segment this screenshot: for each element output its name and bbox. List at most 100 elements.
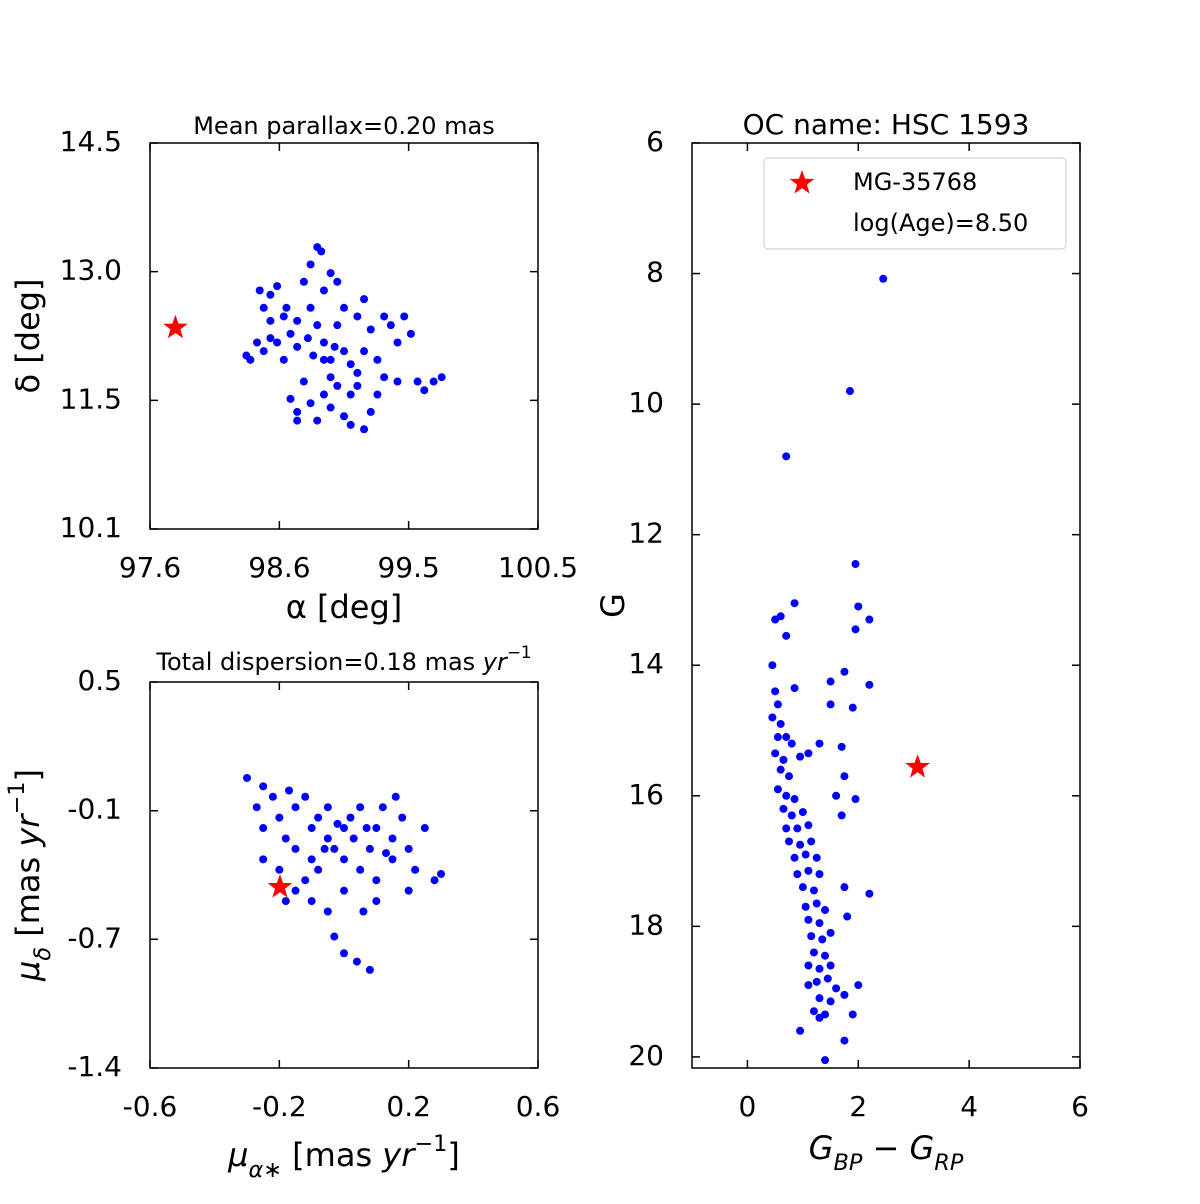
x-tick-label: 6 <box>1071 1090 1089 1123</box>
y-tick-label: 16 <box>628 778 664 811</box>
point <box>851 560 860 569</box>
point <box>879 274 888 283</box>
y-tick-label: 13.0 <box>60 254 122 287</box>
point <box>801 850 810 859</box>
point <box>303 334 312 343</box>
point <box>826 700 835 709</box>
point <box>821 906 830 915</box>
point <box>809 948 818 957</box>
point <box>306 399 315 408</box>
point <box>790 795 799 804</box>
point <box>286 329 295 338</box>
y-tick-label: 10.1 <box>60 511 122 544</box>
point <box>826 677 835 686</box>
point <box>398 813 407 822</box>
x-tick-label: -0.6 <box>123 1090 178 1123</box>
point <box>815 964 824 973</box>
plot-frame <box>691 142 1081 1069</box>
point <box>807 837 816 846</box>
point <box>307 824 316 833</box>
label-part: −1 <box>507 642 532 662</box>
x-axis-label: μα∗ [mas yr−1] <box>227 1131 460 1183</box>
point <box>437 869 445 878</box>
point <box>349 834 358 843</box>
point <box>809 886 818 895</box>
point <box>798 808 807 817</box>
point <box>319 286 328 295</box>
point <box>768 661 777 670</box>
label-part: [mas <box>9 847 47 947</box>
point <box>372 824 381 833</box>
point <box>330 932 339 941</box>
plot-frame <box>149 681 539 1069</box>
point <box>848 703 857 712</box>
y-tick-label: -0.1 <box>67 793 122 826</box>
y-tick-label: 8 <box>646 256 664 289</box>
point <box>359 907 368 916</box>
point <box>773 785 782 794</box>
point <box>340 949 348 958</box>
point <box>815 739 824 748</box>
point <box>771 749 780 758</box>
point <box>840 1036 849 1045</box>
x-tick-label: 98.6 <box>248 551 310 584</box>
point <box>330 342 339 351</box>
point <box>773 700 782 709</box>
label-part: μ <box>227 1136 248 1174</box>
point <box>388 834 397 843</box>
y-tick-label: -1.4 <box>67 1050 122 1083</box>
label-part: ] <box>447 1136 459 1174</box>
label-part: α∗ <box>248 1157 282 1183</box>
point <box>356 803 365 812</box>
point <box>411 865 420 874</box>
point <box>362 824 371 833</box>
point <box>430 876 439 885</box>
point <box>437 373 446 382</box>
point <box>307 855 316 864</box>
point <box>826 928 835 937</box>
legend-marker <box>789 170 815 194</box>
point <box>360 425 369 434</box>
point <box>243 773 251 782</box>
x-tick-label: 0.6 <box>516 1090 561 1123</box>
point <box>848 1010 857 1019</box>
point <box>793 870 802 879</box>
point <box>306 303 315 312</box>
point <box>291 844 300 853</box>
point <box>413 377 422 386</box>
point <box>326 373 335 382</box>
point <box>804 915 813 924</box>
point <box>840 883 849 892</box>
point <box>306 260 315 269</box>
chart-title: OC name: HSC 1593 <box>743 108 1030 141</box>
point <box>815 919 824 928</box>
point <box>823 974 832 983</box>
point <box>393 338 402 347</box>
point <box>818 935 827 944</box>
point <box>279 355 288 364</box>
point <box>782 733 791 742</box>
label-part: BP <box>833 1150 862 1176</box>
label-part: μ <box>9 961 47 982</box>
point <box>299 377 308 386</box>
label-part: −1 <box>4 782 30 815</box>
legend-note: log(Age)=8.50 <box>853 209 1028 237</box>
star-marker <box>163 314 188 339</box>
point <box>259 782 268 791</box>
point <box>320 844 329 853</box>
label-part: yr <box>381 1136 416 1174</box>
point <box>785 772 793 781</box>
point <box>319 390 328 399</box>
point <box>776 719 785 728</box>
point <box>340 886 348 895</box>
point <box>330 844 339 853</box>
star-marker <box>267 874 293 898</box>
point <box>301 876 310 885</box>
x-tick-label: 100.5 <box>498 551 578 584</box>
point <box>285 786 294 795</box>
point <box>837 742 846 751</box>
point <box>798 883 807 892</box>
point <box>854 602 863 611</box>
x-tick-label: 0 <box>739 1090 757 1123</box>
